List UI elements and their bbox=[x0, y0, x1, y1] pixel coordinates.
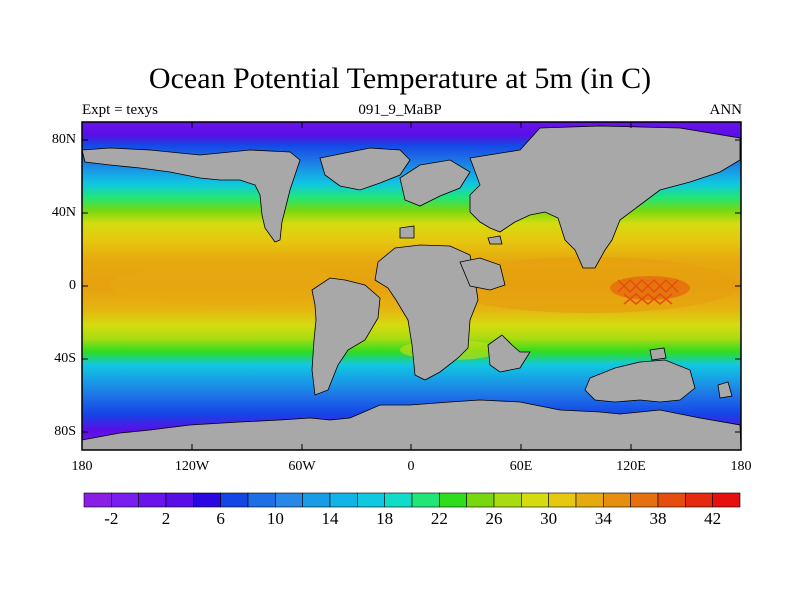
lat-label-80s: 80S bbox=[54, 424, 76, 439]
greenland bbox=[319, 147, 411, 191]
island-small-2 bbox=[399, 225, 415, 239]
lat-label-80n: 80N bbox=[51, 132, 76, 147]
lon-label-180e: 180 bbox=[730, 459, 752, 474]
hatched-region bbox=[617, 278, 679, 305]
south-america bbox=[311, 277, 381, 396]
north-america bbox=[82, 147, 301, 243]
lon-label-0: 0 bbox=[407, 459, 415, 474]
colorbar-swatch bbox=[384, 492, 413, 508]
antarctica bbox=[82, 399, 741, 450]
season-label: ANN bbox=[709, 102, 743, 118]
colorbar-swatch bbox=[302, 492, 331, 508]
colorbar-label: -2 bbox=[104, 509, 119, 528]
arabia bbox=[459, 257, 506, 291]
axis-ticks bbox=[81, 122, 742, 450]
colorbar-swatch bbox=[493, 492, 522, 508]
africa bbox=[374, 244, 479, 381]
colorbar-label: 38 bbox=[649, 509, 667, 528]
lat-label-40s: 40S bbox=[54, 351, 76, 366]
colorbar-swatch bbox=[548, 492, 577, 508]
lat-label-40n: 40N bbox=[51, 205, 76, 220]
colorbar-swatch bbox=[138, 492, 167, 508]
lon-label-60e: 60E bbox=[509, 459, 533, 474]
colorbar-label: 18 bbox=[376, 509, 394, 528]
period-label: 091_9_MaBP bbox=[358, 102, 442, 118]
europe-north bbox=[399, 159, 471, 207]
colorbar-label: 42 bbox=[704, 509, 722, 528]
colorbar-swatch bbox=[193, 492, 221, 508]
lon-label-60w: 60W bbox=[288, 459, 316, 474]
colorbar-swatch bbox=[247, 492, 276, 508]
madagascar bbox=[487, 334, 531, 373]
land-masses bbox=[82, 125, 741, 450]
colorbar-swatch bbox=[111, 492, 139, 508]
colorbar-swatch bbox=[439, 492, 467, 508]
colorbar-swatch bbox=[630, 492, 659, 508]
colorbar-label: 10 bbox=[266, 509, 284, 528]
colorbar-label: 2 bbox=[161, 509, 171, 528]
colorbar-swatch bbox=[603, 492, 631, 508]
colorbar-swatch bbox=[83, 492, 112, 508]
colorbar-swatch bbox=[329, 492, 358, 508]
lon-label-120e: 120E bbox=[616, 459, 646, 474]
colorbar-swatch bbox=[575, 492, 604, 508]
island-small-3 bbox=[649, 347, 667, 361]
island-small-1 bbox=[487, 235, 503, 245]
australia bbox=[584, 359, 696, 403]
colorbar-label: 22 bbox=[430, 509, 448, 528]
colorbar-label: 6 bbox=[216, 509, 225, 528]
colorbar-swatch bbox=[220, 492, 249, 508]
colorbar-swatch bbox=[712, 492, 741, 508]
lon-label-180w: 180 bbox=[71, 459, 93, 474]
lat-label-0: 0 bbox=[69, 278, 76, 293]
colorbar-swatch bbox=[466, 492, 495, 508]
island-small-4 bbox=[717, 381, 733, 399]
colorbar-swatch bbox=[165, 492, 194, 508]
colorbar-swatch bbox=[685, 492, 713, 508]
colorbar-label: 34 bbox=[594, 509, 612, 528]
colorbar-swatch bbox=[657, 492, 686, 508]
colorbar-swatch bbox=[411, 492, 440, 508]
asia bbox=[469, 125, 741, 269]
colorbar-swatch bbox=[357, 492, 385, 508]
colorbar-swatch bbox=[521, 492, 549, 508]
lon-label-120w: 120W bbox=[174, 459, 210, 474]
map-title: Ocean Potential Temperature at 5m (in C) bbox=[148, 62, 652, 95]
colorbar-label: 14 bbox=[321, 509, 339, 528]
colorbar-label: 30 bbox=[540, 509, 558, 528]
colorbar-label: 26 bbox=[485, 509, 503, 528]
experiment-label: Expt = texys bbox=[82, 102, 158, 118]
colorbar-swatch bbox=[275, 492, 303, 508]
